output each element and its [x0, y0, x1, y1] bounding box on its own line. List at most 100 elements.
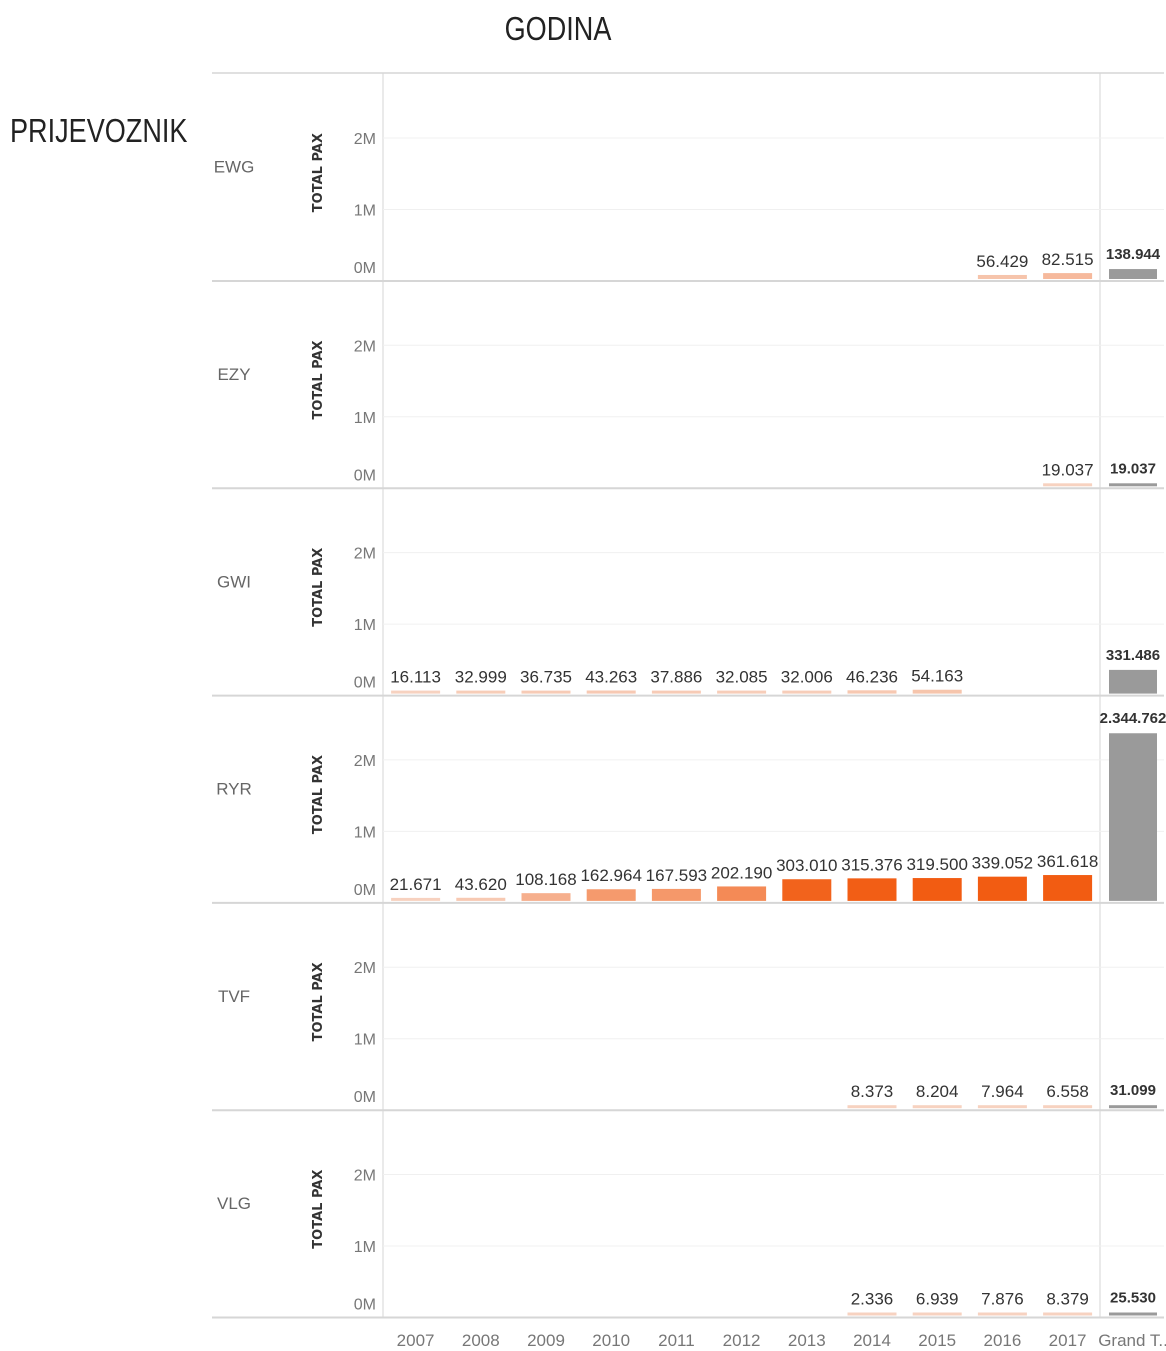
data-label: 32.085 — [716, 668, 768, 687]
data-label: 8.379 — [1046, 1290, 1089, 1309]
y-tick-label: 0M — [354, 1089, 376, 1106]
carrier-label-ryr: RYR — [216, 780, 252, 799]
data-label: 46.236 — [846, 667, 898, 686]
x-tick-label: 2007 — [397, 1331, 435, 1350]
bar-ryr-2014 — [847, 878, 897, 901]
data-label: 7.964 — [981, 1082, 1024, 1101]
data-label: 202.190 — [711, 863, 772, 882]
y-tick-label: 2M — [354, 546, 376, 563]
y-tick-label: 0M — [354, 675, 376, 692]
y-tick-label: 2M — [354, 1168, 376, 1185]
bar-ryr-2012 — [717, 886, 767, 901]
bar-gwi-2010 — [586, 690, 636, 694]
y-axis-title: TOTAL PAX — [311, 548, 326, 627]
x-tick-label: 2011 — [658, 1331, 695, 1350]
data-label: 54.163 — [911, 667, 963, 686]
data-label: 43.263 — [585, 668, 637, 687]
bar-ryr-2010 — [586, 889, 636, 901]
y-tick-label: 1M — [354, 1239, 376, 1256]
y-tick-label: 1M — [354, 203, 376, 220]
data-label: 315.376 — [841, 855, 902, 874]
y-axis-title: TOTAL PAX — [311, 755, 326, 834]
data-label: 361.618 — [1037, 852, 1098, 871]
x-tick-label: Grand T.. — [1098, 1331, 1166, 1350]
x-tick-label: 2017 — [1049, 1331, 1087, 1350]
x-tick-label: 2009 — [527, 1331, 565, 1350]
total-data-label: 2.344.762 — [1100, 710, 1166, 727]
data-label: 37.886 — [650, 668, 702, 687]
x-tick-label: 2008 — [462, 1331, 500, 1350]
carrier-label-tvf: TVF — [218, 987, 250, 1006]
carrier-label-gwi: GWI — [217, 572, 251, 591]
bar-vlg-2014 — [847, 1312, 897, 1316]
y-axis-title: TOTAL PAX — [311, 133, 326, 212]
y-tick-label: 1M — [354, 410, 376, 427]
bar-tvf-2016 — [977, 1105, 1027, 1109]
bar-ryr-2013 — [782, 879, 832, 901]
data-label: 82.515 — [1042, 250, 1094, 269]
y-tick-label: 0M — [354, 260, 376, 277]
x-tick-label: 2016 — [983, 1331, 1021, 1350]
data-label: 32.006 — [781, 668, 833, 687]
carrier-label-vlg: VLG — [217, 1194, 251, 1213]
bar-ryr-2017 — [1043, 875, 1093, 901]
total-data-label: 31.099 — [1110, 1082, 1156, 1099]
y-axis-title: TOTAL PAX — [311, 962, 326, 1041]
y-axis-title: TOTAL PAX — [311, 1170, 326, 1249]
bar-ryr-2008 — [456, 897, 506, 901]
bar-gwi-2007 — [391, 690, 441, 694]
x-tick-label: 2015 — [918, 1331, 956, 1350]
total-data-label: 331.486 — [1106, 647, 1160, 664]
data-label: 167.593 — [646, 866, 707, 885]
data-label: 162.964 — [580, 866, 641, 885]
total-bar-ryr — [1109, 733, 1157, 901]
bar-ryr-2007 — [391, 897, 441, 901]
data-label: 6.558 — [1046, 1082, 1089, 1101]
bar-vlg-2016 — [977, 1312, 1027, 1316]
x-tick-label: 2014 — [853, 1331, 891, 1350]
y-tick-label: 0M — [354, 882, 376, 899]
y-tick-label: 2M — [354, 753, 376, 770]
bar-ewg-2016 — [977, 274, 1027, 279]
data-label: 303.010 — [776, 856, 837, 875]
total-bar-ewg — [1109, 269, 1157, 279]
bar-gwi-2015 — [912, 689, 962, 694]
carrier-label-ezy: EZY — [217, 365, 250, 384]
y-tick-label: 2M — [354, 131, 376, 148]
bar-gwi-2012 — [717, 690, 767, 694]
data-label: 108.168 — [515, 870, 576, 889]
y-tick-label: 2M — [354, 338, 376, 355]
total-data-label: 138.944 — [1106, 246, 1161, 263]
data-label: 16.113 — [390, 668, 441, 687]
data-label: 8.373 — [851, 1082, 894, 1101]
data-label: 21.671 — [390, 875, 442, 894]
total-bar-ezy — [1109, 483, 1157, 487]
bar-gwi-2009 — [521, 690, 571, 694]
x-tick-label: 2012 — [723, 1331, 761, 1350]
bar-vlg-2017 — [1043, 1312, 1093, 1316]
data-label: 7.876 — [981, 1290, 1024, 1309]
total-bar-tvf — [1109, 1105, 1157, 1109]
bar-gwi-2014 — [847, 690, 897, 694]
x-tick-label: 2010 — [592, 1331, 630, 1350]
data-label: 2.336 — [851, 1290, 894, 1309]
column-header-title: GODINA — [504, 10, 612, 47]
bar-ryr-2016 — [977, 876, 1027, 901]
y-axis-title: TOTAL PAX — [311, 340, 326, 419]
total-bar-vlg — [1109, 1312, 1157, 1316]
total-bar-gwi — [1109, 669, 1157, 694]
bar-ryr-2015 — [912, 878, 962, 901]
carrier-label-ewg: EWG — [214, 158, 255, 177]
y-tick-label: 0M — [354, 467, 376, 484]
bar-ezy-2017 — [1043, 483, 1093, 487]
data-label: 36.735 — [520, 668, 572, 687]
bar-ryr-2009 — [521, 893, 571, 901]
bar-ryr-2011 — [651, 888, 701, 901]
total-data-label: 25.530 — [1110, 1290, 1156, 1307]
y-tick-label: 1M — [354, 1032, 376, 1049]
y-tick-label: 1M — [354, 824, 376, 841]
data-label: 43.620 — [455, 875, 507, 894]
y-tick-label: 0M — [354, 1297, 376, 1314]
x-tick-label: 2013 — [788, 1331, 826, 1350]
